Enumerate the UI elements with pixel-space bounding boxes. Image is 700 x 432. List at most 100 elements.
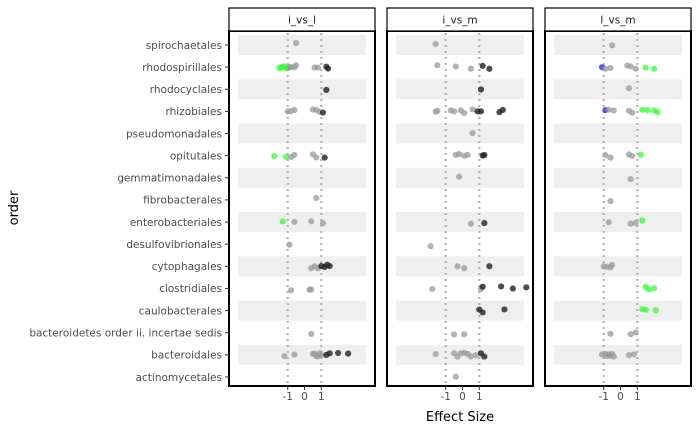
- row-band: [238, 344, 366, 365]
- facet-strips: i_vs_l i_vs_m l_vs_m: [228, 7, 692, 32]
- row-band: [554, 167, 682, 188]
- x-axis-title: Effect Size: [426, 410, 494, 425]
- data-point: [286, 241, 293, 248]
- y-tick-label: bacteroidales: [151, 350, 222, 362]
- data-point: [632, 219, 639, 227]
- x-tick-label: 0: [617, 391, 624, 403]
- data-point: [432, 40, 439, 48]
- data-point: [291, 151, 298, 159]
- data-point: [452, 63, 459, 70]
- data-point: [429, 285, 436, 293]
- data-point: [469, 129, 476, 137]
- data-point: [313, 154, 320, 161]
- data-point: [432, 351, 439, 358]
- y-tick-label: pseudomonadales: [126, 128, 222, 140]
- data-point: [467, 65, 475, 72]
- row-band: [396, 123, 524, 144]
- y-tick-label: bacteroidetes order ii. incertae sedis: [29, 327, 222, 339]
- data-point: [627, 176, 634, 183]
- data-point: [523, 284, 530, 291]
- facet-strip: [544, 7, 692, 32]
- y-tick-label: rhizobiales: [165, 106, 222, 118]
- facet-strip: [386, 7, 534, 32]
- data-point: [650, 65, 658, 72]
- data-point: [282, 153, 290, 160]
- data-point: [479, 309, 486, 316]
- data-point: [271, 153, 278, 160]
- row-bands: [238, 35, 682, 365]
- data-point: [625, 352, 633, 359]
- data-point: [610, 353, 617, 360]
- facet-strip: [228, 7, 376, 32]
- data-point: [456, 173, 463, 180]
- data-point: [610, 107, 617, 114]
- y-tick-label: opitutales: [170, 150, 222, 162]
- y-tick-label: clostridiales: [159, 283, 222, 295]
- y-tick-label: caulobacterales: [139, 305, 222, 317]
- data-point: [313, 194, 320, 202]
- row-band: [238, 212, 366, 233]
- row-band: [396, 79, 524, 100]
- row-band: [238, 35, 366, 55]
- data-point: [291, 106, 298, 114]
- data-point: [632, 329, 639, 336]
- data-point: [498, 283, 505, 290]
- data-point: [627, 63, 634, 70]
- data-point: [602, 152, 609, 159]
- row-band: [554, 79, 682, 100]
- row-band: [396, 300, 524, 321]
- data-point: [464, 151, 471, 158]
- data-point: [486, 263, 493, 270]
- data-point: [637, 151, 644, 158]
- y-axis: spirochaetales rhodospirillales rhodocycla…: [29, 40, 229, 384]
- data-point: [481, 219, 488, 227]
- data-point: [627, 331, 634, 338]
- data-point: [602, 65, 609, 72]
- reference-lines: [286, 33, 639, 384]
- y-tick-label: fibrobacterales: [143, 195, 222, 207]
- data-point: [293, 62, 300, 69]
- data-point: [456, 150, 463, 158]
- data-point: [427, 243, 434, 250]
- data-point: [481, 151, 488, 159]
- row-band: [238, 256, 366, 277]
- data-point: [308, 218, 315, 225]
- facet-label: i_vs_m: [442, 15, 477, 27]
- data-point: [609, 261, 616, 268]
- data-point: [293, 39, 300, 47]
- row-band: [238, 123, 366, 144]
- data-point: [279, 218, 286, 225]
- data-point: [629, 152, 636, 160]
- data-point: [629, 109, 636, 116]
- data-point: [639, 217, 646, 224]
- data-point: [467, 353, 475, 360]
- data-point: [454, 263, 461, 270]
- x-tick-label: 1: [318, 391, 325, 403]
- row-band: [554, 212, 682, 233]
- y-tick-label: desulfovibrionales: [126, 239, 222, 251]
- data-point: [469, 106, 476, 113]
- y-axis-title: order: [7, 190, 22, 225]
- data-point: [645, 286, 653, 293]
- data-point: [451, 108, 458, 115]
- row-band: [554, 344, 682, 365]
- data-point: [318, 352, 325, 359]
- data-point: [652, 307, 659, 314]
- row-band: [554, 300, 682, 321]
- data-point: [334, 349, 342, 357]
- data-point: [467, 220, 475, 227]
- data-point: [308, 330, 315, 338]
- x-tick-label: -1: [598, 391, 608, 403]
- data-point: [642, 64, 649, 71]
- row-band: [554, 256, 682, 277]
- data-point: [627, 220, 634, 227]
- data-point: [479, 283, 486, 290]
- data-point: [452, 373, 459, 380]
- data-point: [605, 106, 612, 113]
- data-point: [319, 219, 327, 227]
- x-tick-label: -1: [282, 391, 292, 403]
- row-band: [238, 167, 366, 188]
- data-point: [472, 352, 480, 359]
- data-point: [323, 86, 330, 94]
- data-point: [451, 331, 458, 338]
